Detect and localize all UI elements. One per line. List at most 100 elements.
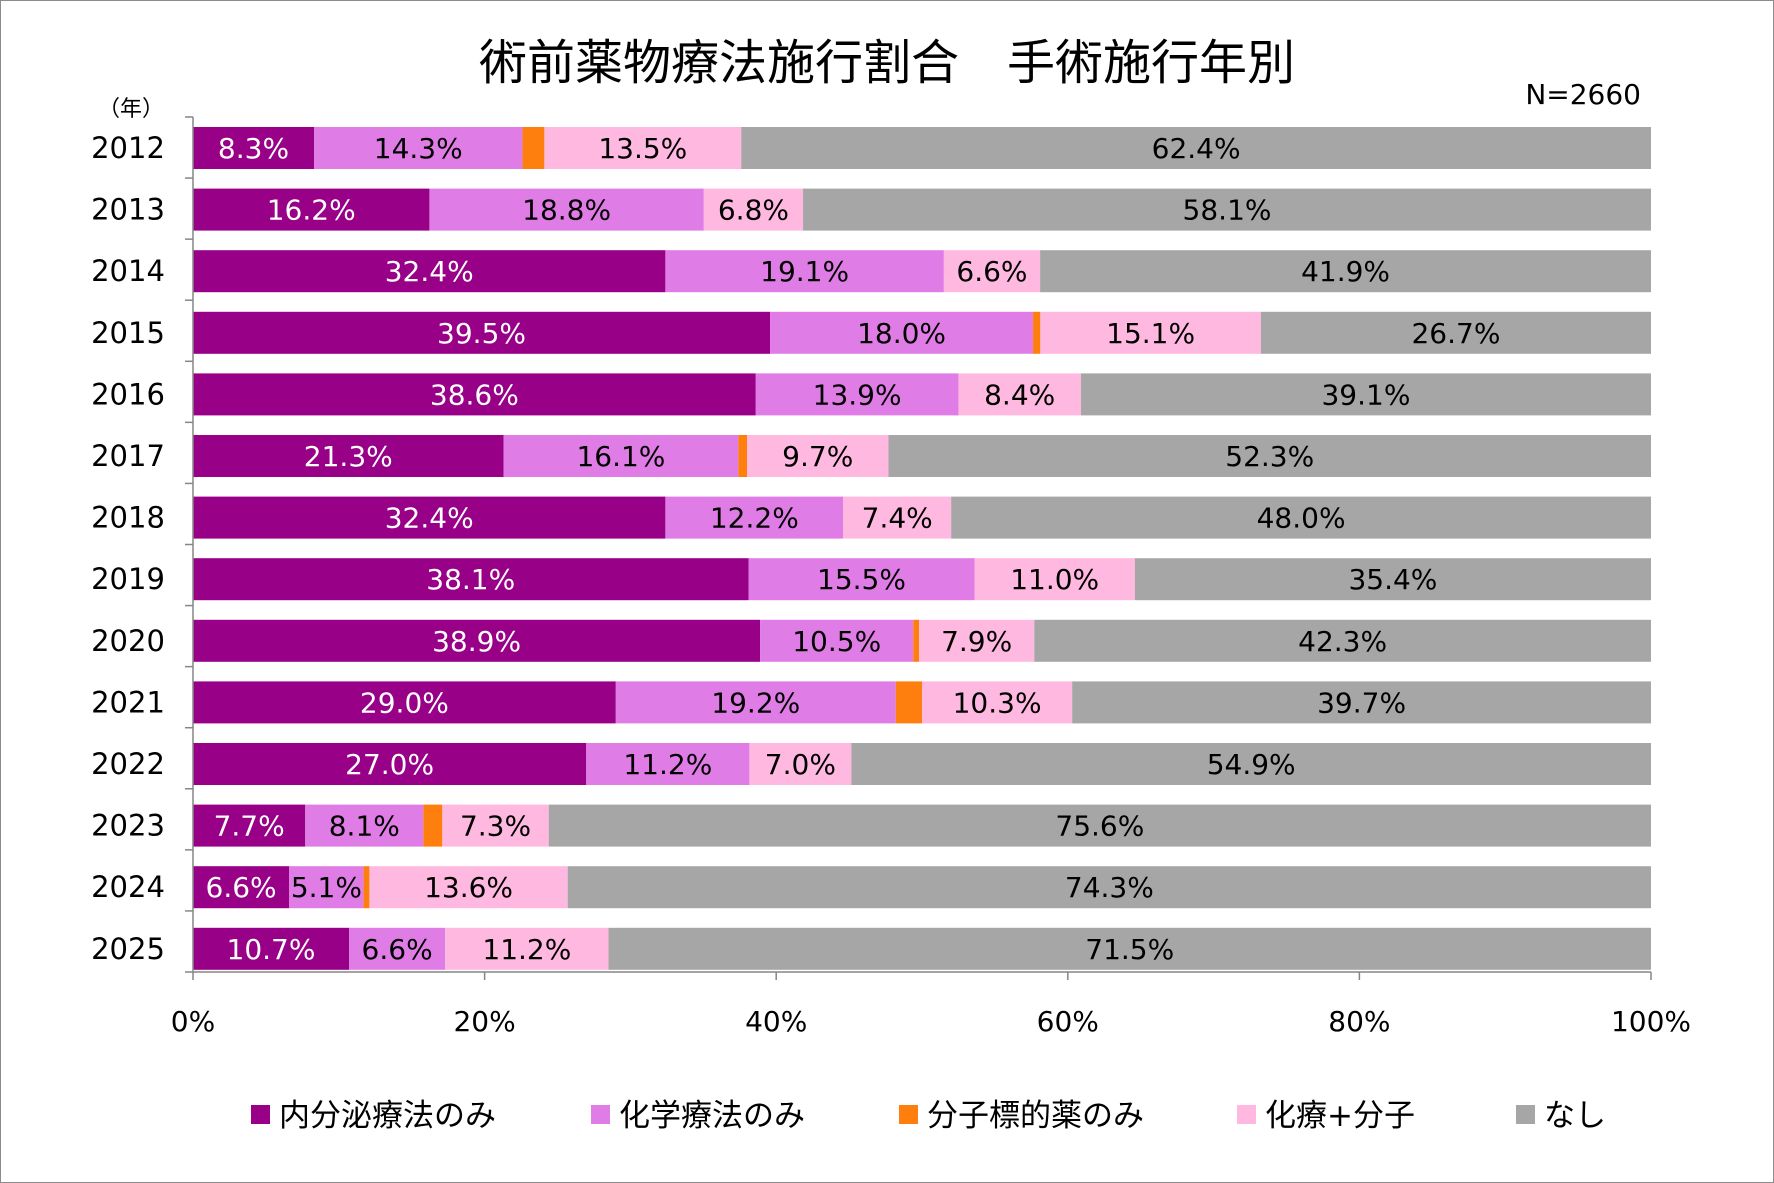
legend-label-s2: 分子標的薬のみ (927, 1098, 1144, 1134)
legend-label-s1: 化学療法のみ (619, 1098, 805, 1134)
category-label-2013: 2013 (91, 193, 165, 227)
bar-segment-2024-s1 (289, 866, 364, 909)
bar-segment-2020-s1 (760, 619, 914, 662)
data-label-2024-s4: 74.3% (1065, 871, 1154, 904)
data-label-2018-s1: 12.2% (710, 502, 799, 535)
data-label-2018-s0: 32.4% (385, 502, 474, 535)
legend-label-s3: 化療+分子 (1265, 1098, 1415, 1134)
bar-segment-2021-s1 (615, 681, 896, 724)
data-label-2020-s4: 42.3% (1298, 625, 1387, 658)
data-label-2020-s1: 10.5% (792, 625, 881, 658)
bar-segment-2018-s3 (843, 496, 952, 539)
data-label-2021-s1: 19.2% (711, 686, 800, 719)
bar-segment-2014-s4 (1040, 250, 1651, 293)
bar-segment-2013-s1 (429, 188, 704, 231)
bar-segment-2014-s3 (943, 250, 1041, 293)
bar-segment-2024-s3 (369, 866, 568, 909)
data-label-2013-s4: 58.1% (1183, 194, 1272, 227)
data-label-2020-s3: 7.9% (941, 625, 1012, 658)
x-tick-label: 0% (171, 1005, 215, 1038)
bar-segment-2015-s1 (770, 311, 1034, 354)
data-label-2012-s3: 13.5% (598, 132, 687, 165)
bar-segment-2016-s1 (755, 373, 959, 416)
category-label-2025: 2025 (91, 932, 165, 966)
data-label-2016-s3: 8.4% (984, 378, 1055, 411)
bar-segment-2020-s3 (919, 619, 1035, 662)
data-label-2022-s3: 7.0% (765, 748, 836, 781)
data-label-2023-s0: 7.7% (214, 810, 285, 843)
bar-segment-2025-s0 (193, 927, 350, 970)
data-label-2014-s0: 32.4% (385, 255, 474, 288)
bar-segment-2023-s1 (305, 804, 424, 847)
bar-segment-2019-s0 (193, 558, 749, 601)
data-label-2022-s1: 11.2% (623, 748, 712, 781)
data-label-2023-s1: 8.1% (329, 810, 400, 843)
bar-segment-2022-s4 (851, 743, 1651, 785)
legend-swatch-s2 (899, 1105, 918, 1124)
bars-group: 8.3% 14.3% 13.5% 62.4% 16.2% 18.8% 6.8% 58.1% 32… (193, 127, 1652, 970)
data-label-2021-s0: 29.0% (360, 686, 449, 719)
x-tick-label: 100% (1611, 1005, 1691, 1038)
bar-segment-2015-s3 (1040, 311, 1261, 354)
legend-label-s4: なし (1544, 1098, 1606, 1134)
category-label-2021: 2021 (91, 685, 165, 719)
bar-segment-2015-s2 (1033, 311, 1041, 354)
data-label-2014-s3: 6.6% (956, 255, 1027, 288)
bar-segment-2023-s4 (548, 804, 1652, 847)
bar-segment-2022-s3 (749, 743, 852, 785)
x-tick-label: 80% (1328, 1005, 1390, 1038)
sample-size-note: N=2660 (1525, 78, 1641, 111)
bar-segment-2016-s0 (193, 373, 756, 416)
bar-segment-2025-s1 (349, 927, 446, 970)
legend-swatch-s0 (251, 1105, 270, 1124)
bar-segment-2012-s4 (741, 127, 1651, 169)
data-label-2018-s3: 7.4% (862, 502, 933, 535)
x-tick-label: 20% (453, 1005, 515, 1038)
bar-segment-2018-s1 (665, 496, 844, 539)
legend: 内分泌療法のみ 化学療法のみ 分子標的薬のみ 化療+分子 なし (251, 1098, 1606, 1134)
data-label-2019-s0: 38.1% (426, 563, 515, 596)
bar-segment-2017-s0 (193, 435, 504, 477)
bar-segment-2012-s3 (544, 127, 742, 169)
bar-segment-2013-s0 (193, 188, 430, 231)
data-label-2024-s3: 13.6% (424, 871, 513, 904)
bar-segment-2024-s0 (193, 866, 290, 909)
bar-segment-2024-s2 (363, 866, 370, 909)
bar-segment-2016-s3 (958, 373, 1081, 416)
data-label-2021-s4: 39.7% (1317, 686, 1406, 719)
category-label-2018: 2018 (91, 501, 165, 535)
data-label-2025-s3: 11.2% (482, 933, 571, 966)
category-label-2017: 2017 (91, 439, 165, 473)
bar-segment-2025-s3 (445, 927, 609, 970)
data-label-2019-s1: 15.5% (817, 563, 906, 596)
x-tick-label: 40% (745, 1005, 807, 1038)
data-label-2015-s4: 26.7% (1411, 317, 1500, 350)
bar-segment-2018-s0 (193, 496, 666, 539)
category-label-2019: 2019 (91, 562, 165, 596)
category-label-2024: 2024 (91, 870, 165, 904)
data-label-2020-s0: 38.9% (432, 625, 521, 658)
bar-segment-2014-s1 (665, 250, 944, 293)
category-label-2014: 2014 (91, 254, 165, 288)
bar-segment-2024-s4 (567, 866, 1651, 909)
data-label-2018-s4: 48.0% (1257, 502, 1346, 535)
bar-segment-2018-s4 (951, 496, 1651, 539)
data-label-2012-s1: 14.3% (374, 132, 463, 165)
data-label-2024-s0: 6.6% (206, 871, 277, 904)
legend-swatch-s4 (1516, 1105, 1535, 1124)
bar-segment-2017-s2 (738, 435, 748, 477)
bar-segment-2021-s3 (922, 681, 1073, 724)
category-unit-label: （年） (98, 97, 164, 122)
category-label-2023: 2023 (91, 809, 165, 843)
data-label-2024-s1: 5.1% (291, 871, 362, 904)
data-label-2017-s0: 21.3% (304, 440, 393, 473)
bar-segment-2019-s4 (1134, 558, 1651, 601)
data-label-2025-s0: 10.7% (227, 933, 316, 966)
data-label-2015-s0: 39.5% (437, 317, 526, 350)
bar-segment-2022-s0 (193, 743, 587, 785)
bar-segment-2013-s3 (703, 188, 804, 231)
bar-segment-2015-s4 (1260, 311, 1651, 354)
data-label-2022-s0: 27.0% (345, 748, 434, 781)
legend-swatch-s3 (1237, 1105, 1256, 1124)
bar-segment-2021-s2 (895, 681, 922, 724)
